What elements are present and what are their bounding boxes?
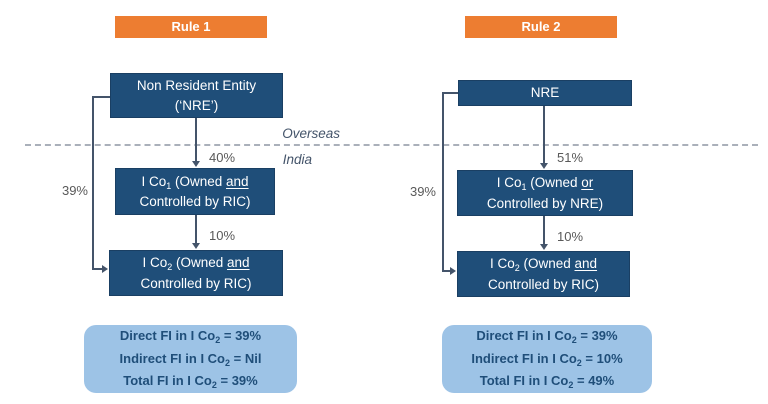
rule2-summary-line2: Indirect FI in I Co2 = 10% [471,350,623,368]
rule1-ico1-line1: I Co1 (Owned and [141,173,249,191]
rule1-summary-line2: Indirect FI in I Co2 = Nil [119,350,262,368]
rule2-side-pct-label: 39% [409,184,436,199]
rule1-nre-to-ico1-arrowhead-icon [192,161,200,167]
rule1-side-connector-bottom [92,268,103,270]
rule2-summary-line3: Total FI in I Co2 = 49% [479,373,615,391]
rule2-ico1-to-ico2-arrowhead-icon [540,244,548,250]
rule1-banner: Rule 1 [115,16,267,38]
rule1-side-pct-label: 39% [61,183,88,198]
overseas-india-divider [25,144,758,146]
rule1-side-connector-vertical [92,96,94,270]
rule2-ico1-box: I Co1 (Owned or Controlled by NRE) [457,170,633,216]
india-label: India [282,152,312,167]
rule1-direct-pct-label: 40% [209,150,236,165]
rule2-ico2-box: I Co2 (Owned and Controlled by RIC) [457,251,630,297]
rule2-step-pct-label: 10% [557,229,584,244]
rule1-summary-box: Direct FI in I Co2 = 39% Indirect FI in … [84,325,297,393]
rule2-ico1-line1: I Co1 (Owned or [496,175,594,193]
rule2-ico2-line1: I Co2 (Owned and [489,256,598,274]
rule2-nre-to-ico1-line [543,106,545,164]
rule2-side-connector-vertical [442,92,444,272]
rule1-summary-line1: Direct FI in I Co2 = 39% [119,328,262,346]
rule2-side-connector-bottom [442,270,452,272]
rule2-ico1-line2: Controlled by NRE) [486,195,604,211]
rule1-ico2-line1: I Co2 (Owned and [142,255,250,273]
rule2-ico1-to-ico2-line [543,216,545,245]
rule1-ico2-box: I Co2 (Owned and Controlled by RIC) [109,250,283,296]
rule1-nre-line2: (‘NRE’) [174,97,219,113]
rule1-ico1-to-ico2-arrowhead-icon [192,243,200,249]
rule1-nre-to-ico1-line [195,118,197,162]
rule1-summary-line3: Total FI in I Co2 = 39% [123,373,258,391]
rule2-nre-box: NRE [458,80,632,106]
rule1-ico1-to-ico2-line [195,215,197,244]
rule2-side-connector-top [442,92,458,94]
rule1-side-connector-top [92,96,110,98]
rule1-ico1-box: I Co1 (Owned and Controlled by RIC) [115,168,275,215]
rule2-summary-box: Direct FI in I Co2 = 39% Indirect FI in … [442,325,652,393]
rule2-summary-line1: Direct FI in I Co2 = 39% [476,328,618,346]
rule2-nre-to-ico1-arrowhead-icon [540,163,548,169]
rule2-direct-pct-label: 51% [557,150,584,165]
rule2-side-arrowhead-icon [450,267,456,275]
overseas-label: Overseas [282,126,340,141]
rule2-banner: Rule 2 [465,16,617,38]
rule1-ico1-line2: Controlled by RIC) [139,194,251,210]
rule2-ico2-line2: Controlled by RIC) [487,276,600,292]
rule1-ico2-line2: Controlled by RIC) [140,275,252,291]
rule1-side-arrowhead-icon [102,265,108,273]
rule2-nre-label: NRE [530,85,560,101]
rule1-nre-line1: Non Resident Entity [136,78,257,94]
rule1-nre-box: Non Resident Entity (‘NRE’) [110,73,283,118]
rule1-step-pct-label: 10% [209,228,236,243]
